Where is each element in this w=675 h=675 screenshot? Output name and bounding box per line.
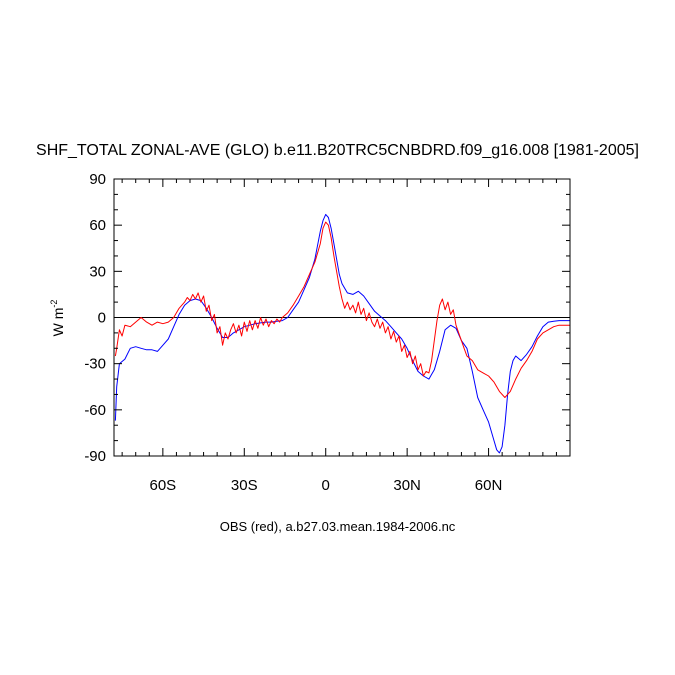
y-axis-label: W m-2 — [49, 300, 66, 337]
y-tick-label: 0 — [98, 310, 106, 327]
y-tick-label: -90 — [84, 448, 106, 465]
plot-area: 90 60 30 0 -30 -60 -90 60S 30S 0 30N 60N — [84, 171, 571, 494]
x-tick-label: 30N — [393, 477, 421, 494]
x-tick-label: 0 — [322, 477, 330, 494]
y-tick-label: -60 — [84, 402, 106, 419]
chart-footer-caption: OBS (red), a.b27.03.mean.1984-2006.nc — [219, 519, 456, 534]
y-axis-label-exponent: -2 — [49, 300, 59, 308]
chart-title: SHF_TOTAL ZONAL-AVE (GLO) b.e11.B20TRC5C… — [36, 142, 639, 159]
x-tick-label: 30S — [231, 477, 258, 494]
series-line-1 — [114, 213, 570, 454]
y-tick-label: 90 — [89, 171, 106, 188]
x-tick-label: 60S — [150, 477, 177, 494]
x-tick-label: 60N — [475, 477, 503, 494]
y-axis-label-base: W m — [50, 308, 66, 337]
y-tick-label: -30 — [84, 356, 106, 373]
y-tick-label: 30 — [89, 263, 106, 280]
y-tick-label: 60 — [89, 217, 106, 234]
series-line-2 — [114, 221, 570, 398]
